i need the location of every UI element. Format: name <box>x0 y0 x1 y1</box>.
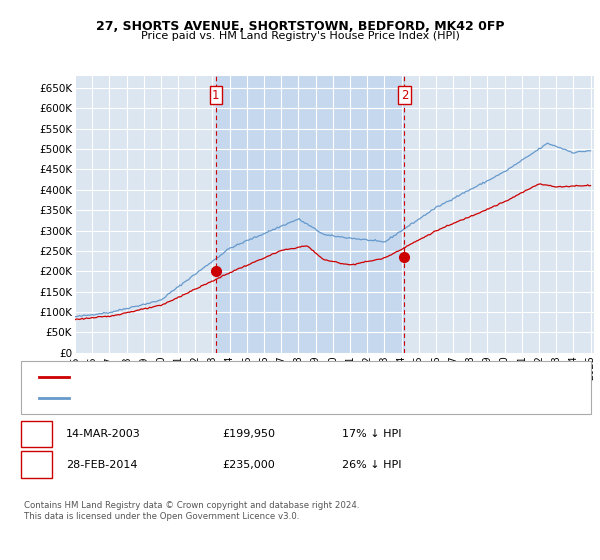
Text: 28-FEB-2014: 28-FEB-2014 <box>66 460 137 470</box>
Text: 14-MAR-2003: 14-MAR-2003 <box>66 429 141 439</box>
Text: 26% ↓ HPI: 26% ↓ HPI <box>342 460 401 470</box>
Text: 2: 2 <box>33 458 40 472</box>
Text: 1: 1 <box>33 427 40 441</box>
Text: 1: 1 <box>212 88 220 102</box>
Text: £235,000: £235,000 <box>222 460 275 470</box>
Bar <box>216 76 404 353</box>
Text: HPI: Average price, detached house, Bedford: HPI: Average price, detached house, Bedf… <box>75 393 294 403</box>
Text: 17% ↓ HPI: 17% ↓ HPI <box>342 429 401 439</box>
Text: Contains HM Land Registry data © Crown copyright and database right 2024.
This d: Contains HM Land Registry data © Crown c… <box>24 501 359 521</box>
Text: 27, SHORTS AVENUE, SHORTSTOWN, BEDFORD, MK42 0FP: 27, SHORTS AVENUE, SHORTSTOWN, BEDFORD, … <box>96 20 504 32</box>
Text: 27, SHORTS AVENUE, SHORTSTOWN, BEDFORD, MK42 0FP (detached house): 27, SHORTS AVENUE, SHORTSTOWN, BEDFORD, … <box>75 372 449 382</box>
Text: 2: 2 <box>401 88 408 102</box>
Text: Price paid vs. HM Land Registry's House Price Index (HPI): Price paid vs. HM Land Registry's House … <box>140 31 460 41</box>
Text: £199,950: £199,950 <box>222 429 275 439</box>
